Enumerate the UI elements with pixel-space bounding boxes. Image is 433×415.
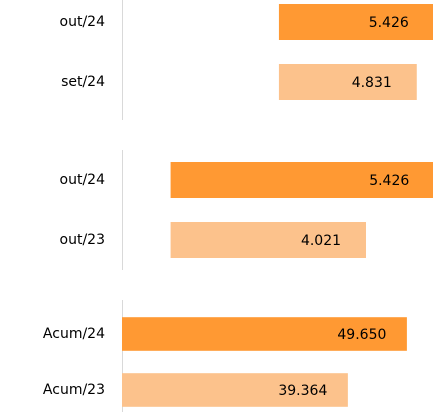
- data-label: 5.426: [369, 173, 409, 189]
- y-tick-label: out/24: [60, 172, 106, 188]
- y-tick-label: Acum/24: [43, 326, 105, 342]
- y-tick-label: Acum/23: [43, 382, 105, 398]
- data-label: 4.831: [352, 75, 392, 91]
- bar: [278, 4, 433, 40]
- y-tick-label: out/23: [60, 232, 105, 248]
- data-label: 5.426: [369, 15, 409, 31]
- bar: [122, 373, 348, 407]
- y-tick-label: out/24: [60, 14, 106, 30]
- data-label: 4.021: [301, 233, 341, 249]
- data-label: 39.364: [278, 383, 327, 399]
- bar: [278, 64, 417, 100]
- bar: [170, 222, 366, 258]
- data-label: 49.650: [337, 327, 386, 343]
- bar: [122, 317, 407, 351]
- y-tick-label: set/24: [61, 74, 105, 90]
- bar: [170, 162, 433, 198]
